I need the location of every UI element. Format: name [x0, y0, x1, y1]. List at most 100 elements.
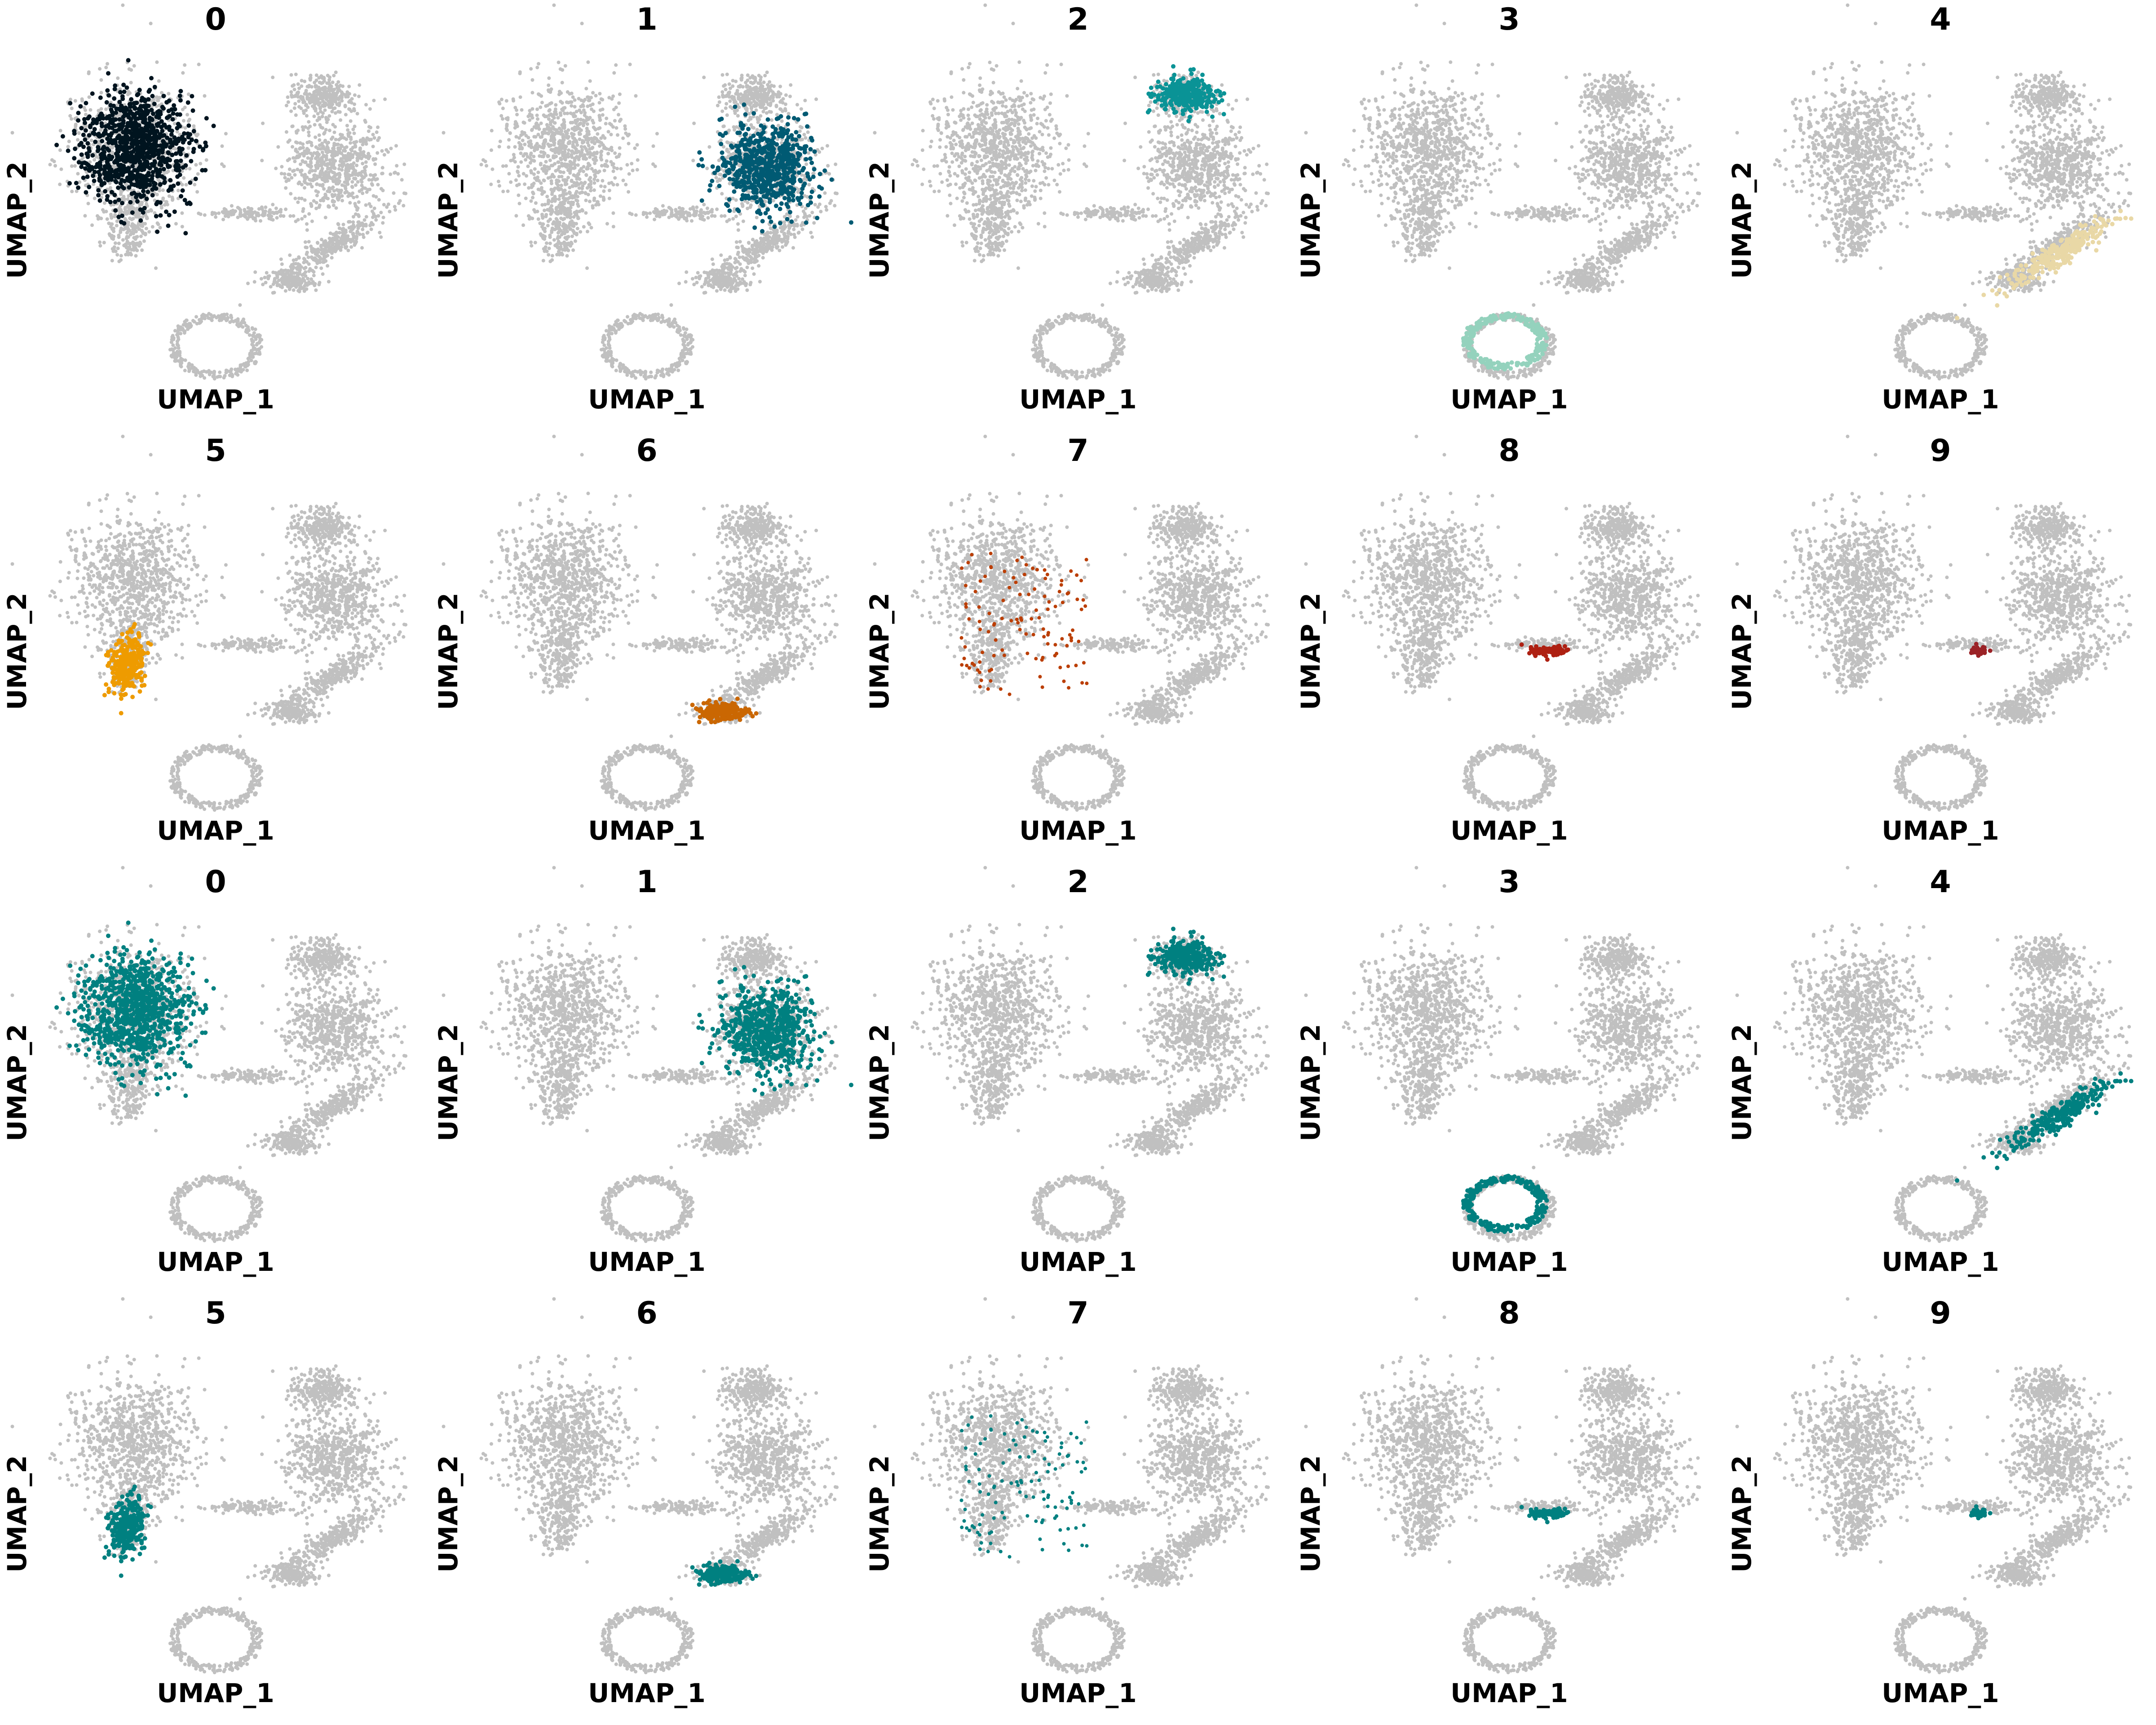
cluster-point: [155, 200, 160, 204]
background-point: [284, 289, 287, 293]
cluster-point: [107, 114, 112, 119]
background-point: [98, 67, 102, 71]
background-point: [110, 222, 113, 226]
background-point: [183, 63, 186, 67]
background-point: [353, 242, 357, 245]
background-point: [223, 374, 227, 378]
background-point: [536, 146, 539, 150]
background-point: [284, 276, 287, 279]
background-point: [601, 143, 605, 147]
background-point: [203, 213, 207, 217]
background-point: [500, 97, 504, 101]
background-point: [195, 190, 199, 194]
cluster-point: [98, 179, 103, 183]
background-point: [299, 170, 302, 174]
background-point: [339, 84, 342, 87]
cluster-point: [134, 101, 138, 105]
background-point: [522, 121, 526, 124]
background-point: [579, 154, 582, 157]
background-point: [544, 213, 548, 217]
background-point: [631, 168, 635, 172]
background-point: [356, 226, 360, 230]
background-point: [330, 150, 333, 154]
cluster-point: [122, 221, 126, 226]
background-point: [318, 143, 322, 147]
background-point: [376, 125, 380, 129]
background-point: [624, 183, 627, 186]
background-point: [505, 128, 509, 132]
background-point: [584, 211, 588, 215]
background-point: [99, 107, 103, 111]
cluster-point: [162, 133, 166, 137]
background-point: [592, 110, 596, 113]
background-point: [322, 199, 325, 203]
background-point: [380, 149, 384, 153]
background-point: [480, 163, 483, 166]
background-point: [70, 106, 74, 110]
cluster-point: [168, 164, 172, 169]
background-point: [251, 326, 254, 330]
cluster-point: [166, 150, 170, 155]
background-point: [332, 203, 336, 207]
background-point: [264, 205, 267, 209]
cluster-point: [160, 105, 165, 109]
background-point: [309, 74, 313, 77]
background-point: [291, 124, 295, 128]
background-point: [274, 271, 277, 274]
background-point: [352, 161, 356, 165]
background-point: [395, 164, 398, 168]
background-point: [303, 186, 306, 190]
background-point: [574, 191, 578, 195]
cluster-point: [154, 130, 158, 135]
background-point: [296, 82, 300, 86]
background-point: [581, 209, 584, 212]
background-point: [364, 203, 368, 207]
background-point: [361, 222, 365, 226]
cluster-point: [167, 109, 171, 113]
background-point: [342, 239, 345, 242]
cluster-point: [114, 159, 118, 163]
background-point: [126, 230, 130, 234]
background-point: [610, 123, 613, 127]
background-point: [80, 97, 84, 101]
background-point: [349, 141, 352, 145]
background-point: [179, 362, 183, 365]
background-point: [133, 242, 137, 245]
background-point: [170, 338, 174, 341]
background-point: [236, 206, 240, 209]
background-point: [340, 90, 344, 94]
background-point: [541, 215, 544, 218]
background-point: [606, 152, 610, 155]
background-point: [307, 130, 310, 134]
background-point: [289, 275, 292, 279]
background-point: [319, 92, 323, 95]
cluster-point: [179, 194, 183, 199]
background-point: [76, 172, 80, 176]
cluster-point: [146, 190, 150, 194]
cluster-point: [176, 181, 180, 186]
background-point: [517, 136, 521, 140]
background-point: [517, 174, 521, 177]
background-point: [140, 248, 144, 252]
background-point: [321, 261, 325, 264]
background-point: [634, 94, 638, 98]
background-point: [342, 223, 345, 226]
background-point: [584, 199, 588, 202]
background-point: [335, 97, 339, 101]
cluster-point: [153, 85, 157, 89]
background-point: [352, 215, 355, 219]
background-point: [197, 212, 200, 215]
cluster-point: [146, 104, 151, 108]
background-point: [507, 146, 510, 149]
background-point: [297, 105, 301, 109]
background-point: [558, 90, 561, 93]
background-point: [561, 178, 565, 182]
background-point: [383, 97, 387, 101]
background-point: [235, 371, 239, 374]
background-point: [306, 156, 310, 160]
background-point: [363, 119, 367, 122]
background-point: [323, 239, 327, 243]
background-point: [314, 265, 318, 269]
cluster-point: [123, 167, 128, 171]
cluster-point: [135, 184, 140, 188]
